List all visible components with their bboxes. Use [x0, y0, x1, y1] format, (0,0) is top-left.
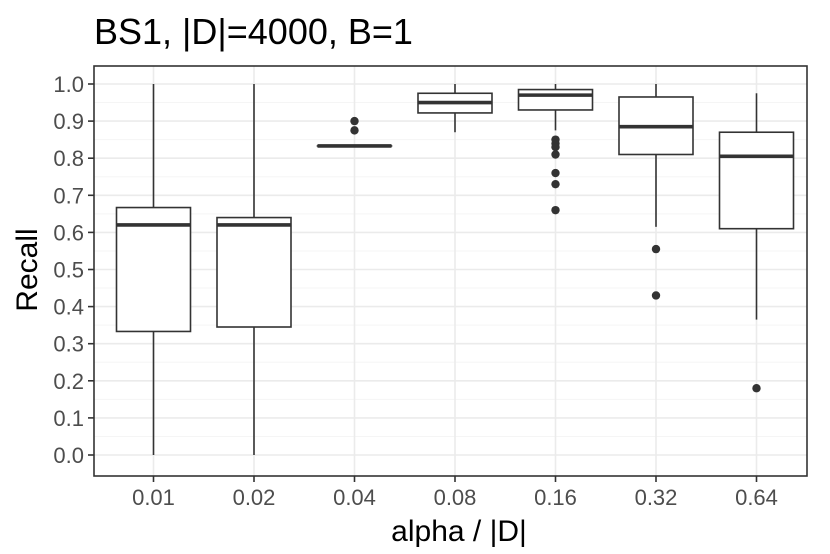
panel-background [94, 66, 807, 476]
outlier-point [651, 244, 661, 254]
x-tick-label: 0.01 [132, 485, 175, 510]
box-group [618, 84, 694, 300]
box-iqr [216, 216, 292, 328]
y-tick-label: 0.8 [53, 146, 84, 171]
panel-border [93, 65, 808, 477]
y-tick-label: 0.0 [53, 443, 84, 468]
box-iqr [115, 206, 192, 333]
y-tick-label: 0.3 [53, 332, 84, 357]
outlier-point [752, 384, 761, 393]
x-tick-label: 0.64 [735, 485, 778, 510]
outlier-point [551, 150, 560, 159]
plot-area: 0.0 0.1 0.2 0.3 0.4 0.5 0.6 0.7 0.8 0.9 1.0 0.01 0.0… [53, 65, 808, 510]
box-iqr [517, 88, 594, 111]
outlier-point [551, 205, 560, 215]
y-tick-label: 0.1 [53, 406, 84, 431]
chart-title: BS1, |D|=4000, B=1 [94, 11, 413, 52]
box-group [517, 84, 594, 215]
outlier-point [350, 116, 359, 126]
y-axis-title: Recall [11, 228, 44, 311]
outlier-point [551, 179, 560, 189]
box-group [316, 116, 393, 148]
y-tick-label: 0.6 [53, 220, 84, 245]
x-tick-label: 0.08 [434, 485, 477, 510]
x-tick-label: 0.04 [333, 485, 376, 510]
outlier-point [551, 142, 560, 152]
outlier-point [551, 168, 560, 178]
box-group [115, 84, 192, 455]
box-iqr [718, 131, 795, 230]
y-tick-label: 0.4 [53, 295, 84, 320]
box-group [216, 84, 292, 455]
box-group [417, 84, 493, 133]
y-tick-label: 1.0 [53, 72, 84, 97]
outlier-point [651, 291, 661, 300]
y-tick-label: 0.7 [53, 183, 84, 208]
x-tick-label: 0.32 [635, 485, 678, 510]
y-tick-label: 0.9 [53, 109, 84, 134]
y-tick-label: 0.2 [53, 369, 84, 394]
box-group [718, 93, 795, 393]
x-tick-label: 0.16 [534, 485, 577, 510]
x-axis-title: alpha / |D| [391, 515, 527, 548]
x-tick-label: 0.02 [233, 485, 276, 510]
y-tick-label: 0.5 [53, 258, 84, 283]
outlier-point [350, 126, 359, 135]
